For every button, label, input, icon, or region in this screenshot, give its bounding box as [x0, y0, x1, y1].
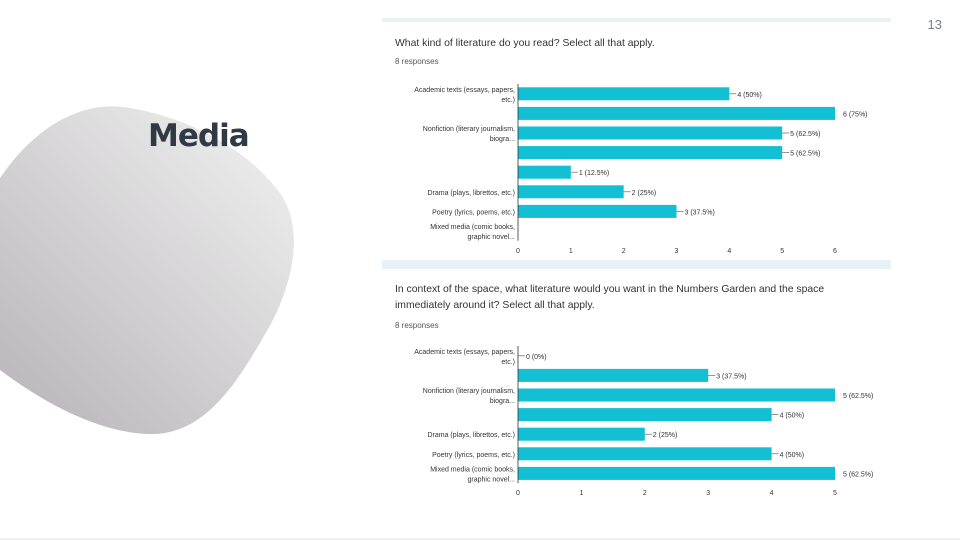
bar — [518, 126, 783, 140]
category-label: Poetry (lyrics, poems, etc.) — [432, 452, 515, 459]
bar — [518, 185, 624, 199]
x-tick-label: 4 — [727, 248, 731, 255]
data-label: 5 (62.5%) — [843, 393, 873, 400]
category-label: graphic novel... — [468, 476, 516, 483]
data-label: 3 (37.5%) — [716, 373, 746, 380]
data-label: 4 (50%) — [737, 92, 762, 99]
x-tick-label: 1 — [579, 490, 583, 497]
category-label: Academic texts (essays, papers, — [414, 87, 515, 94]
bar — [518, 368, 709, 382]
bar — [518, 87, 730, 101]
data-label: 5 (62.5%) — [790, 151, 820, 158]
data-label: 6 (75%) — [843, 111, 868, 118]
data-label: 5 (62.5%) — [790, 131, 820, 138]
data-label: 2 (25%) — [632, 190, 657, 197]
survey-panel-1: What kind of literature do you read? Sel… — [382, 18, 891, 255]
slide-number: 13 — [927, 17, 942, 32]
footer-divider — [0, 538, 960, 540]
question-title: What kind of literature do you read? Sel… — [395, 38, 655, 49]
x-tick-label: 5 — [833, 490, 837, 497]
data-label: 4 (50%) — [780, 413, 805, 420]
data-label: 0 (0%) — [526, 354, 547, 361]
data-label: 1 (12.5%) — [579, 170, 609, 177]
bar — [518, 165, 571, 179]
category-label: Nonfiction (literary journalism, — [423, 126, 515, 133]
category-label: etc.) — [501, 359, 515, 366]
bar-chart: Academic texts (essays, papers, etc.) Nonf… — [414, 84, 868, 255]
bar-chart: Academic texts (essays, papers, etc.) Nonf… — [414, 346, 873, 497]
data-label: 3 (37.5%) — [685, 209, 715, 216]
survey-panel-2: In context of the space, what literature… — [382, 260, 891, 500]
bar — [518, 204, 677, 218]
panel-top-bar — [382, 18, 891, 22]
bar — [518, 447, 772, 461]
category-label: Mixed media (comic books, — [430, 224, 515, 231]
category-label: Poetry (lyrics, poems, etc.) — [432, 209, 515, 216]
bar — [518, 427, 645, 441]
bar — [518, 388, 835, 402]
response-count: 8 responses — [395, 321, 439, 330]
x-tick-label: 0 — [516, 248, 520, 255]
category-label: Drama (plays, librettos, etc.) — [427, 190, 515, 197]
x-tick-label: 0 — [516, 490, 520, 497]
question-title: In context of the space, what literature… — [395, 284, 825, 311]
data-label: 4 (50%) — [780, 452, 805, 459]
decorative-blob — [0, 106, 294, 435]
response-count: 8 responses — [395, 57, 439, 66]
x-tick-label: 5 — [780, 248, 784, 255]
category-label: graphic novel... — [468, 234, 516, 241]
bar — [518, 408, 772, 422]
data-label: 2 (25%) — [653, 432, 678, 439]
category-label: biogra... — [490, 136, 515, 143]
panel-top-bar — [382, 260, 891, 269]
x-tick-label: 1 — [569, 248, 573, 255]
category-label: Nonfiction (literary journalism, — [423, 388, 515, 395]
x-tick-label: 4 — [770, 490, 774, 497]
bar — [518, 466, 835, 480]
category-label: Mixed media (comic books, — [430, 466, 515, 473]
data-label: 5 (62.5%) — [843, 471, 873, 478]
category-label: Drama (plays, librettos, etc.) — [427, 432, 515, 439]
category-label: Academic texts (essays, papers, — [414, 349, 515, 356]
x-tick-label: 3 — [706, 490, 710, 497]
category-label: biogra... — [490, 398, 515, 405]
x-tick-label: 2 — [622, 248, 626, 255]
category-label: etc.) — [501, 97, 515, 104]
x-tick-label: 3 — [675, 248, 679, 255]
x-tick-label: 2 — [643, 490, 647, 497]
bar — [518, 146, 783, 160]
bar — [518, 106, 835, 120]
x-tick-label: 6 — [833, 248, 837, 255]
slide-title: Media — [148, 118, 250, 154]
